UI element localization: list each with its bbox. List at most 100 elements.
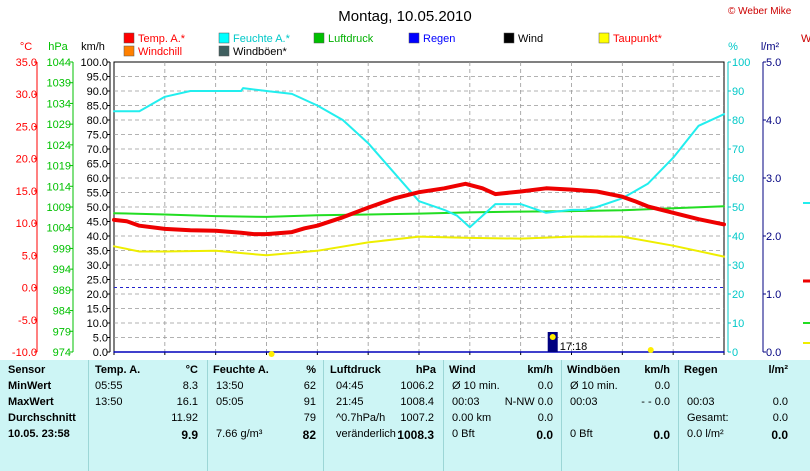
legend-swatch <box>123 45 135 57</box>
axis-tick-label-celsius: 15.0 <box>16 186 37 198</box>
table-column-divider <box>207 360 208 471</box>
legend-swatch <box>408 32 420 44</box>
axis-tick-label-hpa: 1019 <box>47 161 71 173</box>
axis-tick-label-rain: 0.0 <box>766 347 781 359</box>
axis-tick-label-kmh: 95.0 <box>87 72 108 84</box>
axis-tick-label-kmh: 90.0 <box>87 86 108 98</box>
legend-label: Luftdruck <box>328 33 374 45</box>
table-cell-rain: 0.0 <box>772 396 788 408</box>
table-column-divider <box>443 360 444 471</box>
table-row-label: Durchschnitt <box>8 412 76 424</box>
axis-tick-label-rain: 5.0 <box>766 57 781 69</box>
table-cell-temp-time: 05:55 <box>95 380 123 392</box>
axis-tick-label-percent: 50 <box>732 202 744 214</box>
axis-tick-label-celsius: 35.0 <box>16 57 37 69</box>
chart-svg: Montag, 10.05.2010 © Weber Mike W Temp. A.*… <box>12 6 810 359</box>
table-cell-hum: 62 <box>303 380 316 392</box>
table-cell-temp: 8.3 <box>182 380 198 392</box>
table-cell-press: 1008.4 <box>400 396 434 408</box>
legend-swatch <box>218 32 230 44</box>
legend-label: Windböen* <box>233 46 288 58</box>
axis-unit-celsius: °C <box>20 41 32 53</box>
table-header: Windböen <box>567 364 621 376</box>
axis-tick-label-percent: 80 <box>732 115 744 127</box>
axis-tick-label-percent: 20 <box>732 289 744 301</box>
axis-tick-label-celsius: -10.0 <box>12 347 37 359</box>
axis-tick-label-percent: 40 <box>732 231 744 243</box>
axis-tick-label-kmh: 25.0 <box>87 275 108 287</box>
statistics-table: Sensor Temp. A. °C Feuchte A.% Luftdruck hPa W… <box>0 360 810 471</box>
axis-unit-kmh: km/h <box>81 41 105 53</box>
table-cell-gust: 0.0 <box>653 428 670 442</box>
axis-tick-label-hpa: 999 <box>53 243 71 255</box>
table-cell-gust-label: Ø 10 min. <box>570 380 618 392</box>
sun-icon <box>647 347 654 353</box>
axis-tick-label-celsius: 25.0 <box>16 121 37 133</box>
axis-tick-label-rain: 4.0 <box>766 115 781 127</box>
table-header: hPa <box>415 364 436 376</box>
table-cell-temp: 9.9 <box>181 428 198 442</box>
axis-tick-label-kmh: 30.0 <box>87 260 108 272</box>
table-cell-wind: 0.0 <box>537 380 553 392</box>
axis-tick-label-kmh: 60.0 <box>87 173 108 185</box>
cut-legend-label: W <box>801 33 810 45</box>
table-cell-wind-label: 0.00 km <box>452 412 492 424</box>
copyright-label: © Weber Mike <box>728 6 792 17</box>
axis-tick-label-celsius: 10.0 <box>16 218 37 230</box>
axis-tick-label-hpa: 984 <box>53 306 71 318</box>
legend-label: Temp. A.* <box>138 33 186 45</box>
axis-tick-label-kmh: 65.0 <box>87 159 108 171</box>
table-row-label: 10.05. 23:58 <box>8 428 70 440</box>
axis-tick-label-kmh: 70.0 <box>87 144 108 156</box>
axis-tick-label-hpa: 1039 <box>47 78 71 90</box>
axis-tick-label-percent: 100 <box>732 57 750 69</box>
table-cell-rain: 0.0 <box>771 428 788 442</box>
series-line-taupunkt <box>113 235 725 258</box>
legend-swatch <box>123 32 135 44</box>
axis-tick-label-celsius: 30.0 <box>16 89 37 101</box>
table-cell-gust: - - 0.0 <box>641 396 670 408</box>
axis-tick-label-kmh: 15.0 <box>87 304 108 316</box>
page-title: Montag, 10.05.2010 <box>338 8 471 25</box>
table-header: Sensor <box>8 364 46 376</box>
table-cell-wind: 0.0 <box>536 428 553 442</box>
table-cell-temp: 11.92 <box>171 412 198 424</box>
axis-tick-label-hpa: 1004 <box>47 223 71 235</box>
axis-tick-label-percent: 70 <box>732 144 744 156</box>
legend-label: Feuchte A.* <box>233 33 291 45</box>
axis-tick-label-hpa: 1009 <box>47 202 71 214</box>
axis-tick-label-celsius: -5.0 <box>18 315 37 327</box>
axis-tick-label-kmh: 45.0 <box>87 217 108 229</box>
table-cell-hum: 82 <box>302 428 316 442</box>
axis-tick-label-hpa: 1029 <box>47 119 71 131</box>
axis-tick-label-hpa: 1024 <box>47 140 71 152</box>
table-header: km/h <box>644 364 670 376</box>
weather-chart: Montag, 10.05.2010 © Weber Mike W Temp. A.*… <box>12 6 810 359</box>
table-header: Temp. A. <box>95 364 141 376</box>
axis-tick-label-kmh: 20.0 <box>87 289 108 301</box>
legend-swatch <box>313 32 325 44</box>
table-cell-gust: 0.0 <box>654 380 670 392</box>
axis-tick-label-hpa: 994 <box>53 264 71 276</box>
table-cell-hum: 79 <box>303 412 316 424</box>
axis-tick-label-percent: 60 <box>732 173 744 185</box>
axis-tick-label-kmh: 35.0 <box>87 246 108 258</box>
table-column-divider <box>678 360 679 471</box>
axis-tick-label-rain: 1.0 <box>766 289 781 301</box>
axis-tick-label-rain: 3.0 <box>766 173 781 185</box>
table-cell-press: 1007.2 <box>400 412 434 424</box>
table-cell-press-time: veränderlich <box>336 428 396 440</box>
axis-tick-label-celsius: 20.0 <box>16 154 37 166</box>
axis-tick-label-rain: 2.0 <box>766 231 781 243</box>
table-cell-rain-label: 0.0 l/m² <box>687 428 724 440</box>
axis-tick-label-hpa: 1034 <box>47 98 71 110</box>
table-column-divider <box>561 360 562 471</box>
table-header: Feuchte A. <box>213 364 269 376</box>
table-header: km/h <box>527 364 553 376</box>
series-line-feuchte-a <box>113 87 725 229</box>
table-header: % <box>306 364 316 376</box>
table-column-divider <box>88 360 89 471</box>
axis-tick-label-percent: 0 <box>732 347 738 359</box>
axis-tick-label-hpa: 1044 <box>47 57 71 69</box>
axis-tick-label-kmh: 100.0 <box>80 57 108 69</box>
